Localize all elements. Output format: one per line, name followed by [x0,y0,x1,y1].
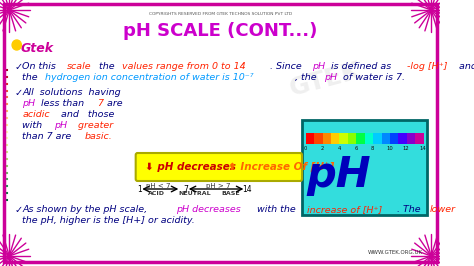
Bar [390,133,399,144]
Bar [356,133,365,144]
Text: ✓: ✓ [15,62,23,72]
Text: scale: scale [66,62,91,71]
Text: ✓: ✓ [15,205,23,215]
Text: Acido: Acido [388,135,415,145]
Text: 14: 14 [242,185,252,193]
Text: the: the [96,62,118,71]
Text: All  solutions  having: All solutions having [22,88,121,97]
Text: pH: pH [324,73,337,82]
Text: BASE: BASE [221,191,240,196]
Text: of water is 7.: of water is 7. [340,73,405,82]
Text: is defined as: is defined as [328,62,394,71]
Text: increase of [H⁺]: increase of [H⁺] [307,205,383,214]
Text: 10: 10 [386,146,393,151]
Text: the: the [22,73,41,82]
Text: and: and [456,62,474,71]
Bar [348,133,356,144]
Text: pH decreases: pH decreases [176,205,241,214]
Text: 6: 6 [354,146,357,151]
Text: hydrogen ion concentration of water is 10⁻⁷: hydrogen ion concentration of water is 1… [45,73,253,82]
Text: and   those: and those [55,110,115,119]
Text: acidic: acidic [22,110,50,119]
Text: pH < 7: pH < 7 [146,183,170,189]
Text: NEUTRAL: NEUTRAL [179,191,211,196]
Text: . The: . The [398,205,424,214]
Text: WWW.GTEK.ORG.UK: WWW.GTEK.ORG.UK [368,250,423,255]
Text: ⬆ Increase Of [H⁺]: ⬆ Increase Of [H⁺] [228,162,334,172]
Text: pH: pH [54,121,67,130]
Text: As shown by the pH scale,: As shown by the pH scale, [22,205,150,214]
Text: 8: 8 [371,146,374,151]
Text: the pH, higher is the [H+] or acidity.: the pH, higher is the [H+] or acidity. [22,216,195,225]
Bar [365,133,373,144]
Text: GTEK: GTEK [287,59,364,101]
Text: ACID: ACID [147,191,164,196]
Text: pH SCALE (CONT...): pH SCALE (CONT...) [123,22,318,40]
Text: lower: lower [429,205,456,214]
Text: with the: with the [254,205,298,214]
Text: 7: 7 [183,185,188,193]
Text: pH: pH [22,99,36,108]
Bar [339,133,348,144]
Bar [323,133,331,144]
Text: 1: 1 [137,185,142,193]
Text: pH: pH [312,62,325,71]
Bar [331,133,339,144]
Bar [314,133,323,144]
Text: ✓: ✓ [15,88,23,98]
Text: basic.: basic. [85,132,113,141]
Text: with: with [22,121,48,130]
Text: ⬇ pH decreases: ⬇ pH decreases [145,162,236,172]
Text: 12: 12 [403,146,410,151]
FancyBboxPatch shape [302,120,428,215]
Bar [415,133,424,144]
Text: greater: greater [69,121,113,130]
Bar [399,133,407,144]
Text: -log [H⁺]: -log [H⁺] [407,62,447,71]
Text: COPYRIGHTS RESERVED FROM GTEK TECHNOS SOLUTION PVT LTD: COPYRIGHTS RESERVED FROM GTEK TECHNOS SO… [149,12,292,16]
Text: 4: 4 [337,146,341,151]
Text: 14: 14 [419,146,426,151]
FancyBboxPatch shape [136,153,302,181]
Text: On this: On this [22,62,59,71]
Bar [407,133,415,144]
Text: pH: pH [307,154,372,196]
Bar [306,133,314,144]
Text: 2: 2 [321,146,324,151]
Text: values range from 0 to 14: values range from 0 to 14 [122,62,246,71]
Text: . Since: . Since [270,62,305,71]
Text: 7: 7 [97,99,103,108]
Bar [373,133,382,144]
Text: Gtek: Gtek [20,42,54,55]
Text: 0: 0 [304,146,308,151]
Text: pH > 7: pH > 7 [206,183,231,189]
Bar [382,133,390,144]
Text: than 7 are: than 7 are [22,132,74,141]
Text: are: are [104,99,123,108]
Circle shape [12,40,21,50]
Text: less than: less than [38,99,87,108]
Text: , the: , the [295,73,319,82]
